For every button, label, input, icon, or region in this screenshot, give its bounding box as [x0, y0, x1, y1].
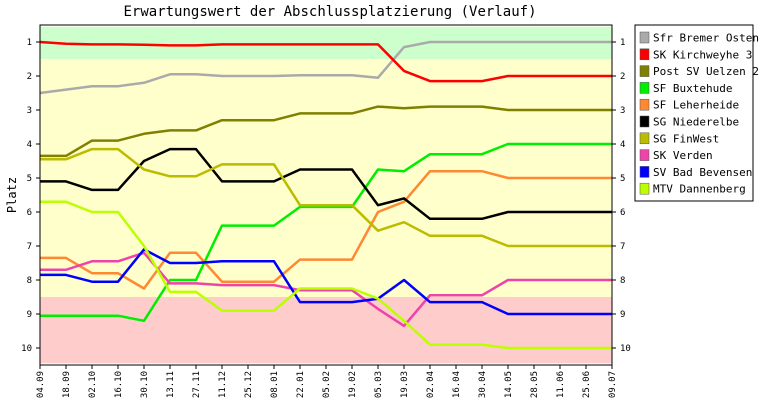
- legend-label-9: MTV Dannenberg: [653, 183, 746, 196]
- series-line-1: [39, 40, 612, 83]
- y-tick-label-right-10: 10: [620, 344, 631, 354]
- legend-swatch-7: [639, 149, 650, 161]
- x-tick-label-9: 08.01: [270, 371, 280, 398]
- legend-label-0: Sfr Bremer Osten: [653, 32, 759, 45]
- x-tick-label-8: 25.12: [244, 371, 254, 398]
- y-tick-label-left-2: 2: [27, 72, 32, 82]
- y-tick-label-left-10: 10: [21, 344, 32, 354]
- background-band-2: [40, 297, 612, 364]
- y-ticks-right: 1 2 3 4 5 6 7 8 9 10: [612, 38, 631, 354]
- x-tick-label-22: 09.07: [608, 371, 618, 398]
- legend-swatch-2: [639, 65, 650, 77]
- y-tick-label-left-6: 6: [27, 208, 32, 218]
- series-line-0: [39, 40, 612, 95]
- legend-swatch-0: [639, 31, 650, 44]
- legend-label-4: SF Leherheide: [653, 99, 739, 112]
- legend-label-1: SK Kirchweyhe 3: [653, 48, 752, 61]
- legend-swatch-4: [639, 98, 650, 111]
- y-tick-label-right-3: 3: [620, 106, 625, 116]
- x-tick-label-15: 02.04: [426, 371, 436, 398]
- x-tick-label-1: 18.09: [62, 371, 72, 398]
- y-tick-label-left-7: 7: [27, 242, 32, 252]
- x-tick-label-18: 14.05: [504, 371, 514, 398]
- x-tick-label-5: 13.11: [166, 371, 176, 398]
- legend-swatch-8: [639, 166, 650, 178]
- legend-swatch-6: [639, 132, 650, 145]
- x-tick-label-3: 16.10: [114, 371, 124, 398]
- legend-swatch-1: [639, 48, 650, 61]
- x-tick-label-17: 30.04: [478, 371, 488, 398]
- y-tick-label-right-5: 5: [620, 174, 625, 184]
- y-tick-label-right-1: 1: [620, 38, 625, 48]
- x-tick-label-16: 16.04: [452, 371, 462, 398]
- y-tick-label-right-6: 6: [620, 208, 625, 218]
- legend-label-5: SG Niederelbe: [653, 116, 739, 129]
- x-tick-label-14: 19.03: [400, 371, 410, 398]
- chart-title: Erwartungswert der Abschlussplatzierung …: [123, 4, 537, 20]
- series-lines: [39, 40, 612, 350]
- series-line-4: [40, 169, 612, 290]
- y-tick-label-right-9: 9: [620, 310, 625, 320]
- x-tick-label-19: 28.05: [530, 371, 540, 398]
- y-tick-label-left-3: 3: [27, 106, 32, 116]
- y-ticks-left: 1 2 3 4 5 6 7 8 9 10: [21, 38, 40, 354]
- legend-label-8: SV Bad Bevensen: [653, 166, 752, 179]
- x-tick-label-12: 19.02: [348, 371, 358, 398]
- series-line-5: [40, 147, 612, 221]
- x-tick-label-11: 05.02: [322, 371, 332, 398]
- y-tick-label-left-9: 9: [27, 310, 32, 320]
- legend: Sfr Bremer Osten SK Kirchweyhe 3 Post SV U…: [634, 24, 759, 202]
- x-tick-label-13: 05.03: [374, 371, 384, 398]
- y-tick-label-right-8: 8: [620, 276, 625, 286]
- x-tick-label-2: 02.10: [88, 371, 98, 398]
- x-tick-label-4: 30.10: [140, 371, 150, 398]
- legend-label-6: SG FinWest: [653, 132, 719, 145]
- x-tick-label-0: 04.09: [36, 371, 46, 398]
- x-tick-label-7: 11.12: [218, 371, 228, 398]
- series-line-7: [40, 251, 612, 328]
- background-bands: [40, 26, 612, 364]
- legend-label-7: SK Verden: [653, 149, 713, 162]
- x-tick-label-10: 22.01: [296, 371, 306, 398]
- series-line-3: [40, 142, 612, 323]
- y-tick-label-right-7: 7: [620, 242, 625, 252]
- legend-swatch-3: [639, 82, 650, 94]
- y-tick-label-left-5: 5: [27, 174, 32, 184]
- y-tick-label-left-1: 1: [27, 38, 32, 48]
- series-line-6: [40, 147, 612, 248]
- legend-label-2: Post SV Uelzen 2: [653, 65, 759, 78]
- y-tick-label-left-8: 8: [27, 276, 32, 286]
- series-line-9: [40, 200, 612, 350]
- x-tick-label-21: 25.06: [582, 371, 592, 398]
- x-tick-label-6: 27.11: [192, 371, 202, 398]
- legend-box: [634, 24, 754, 202]
- legend-label-3: SF Buxtehude: [653, 82, 732, 95]
- series-line-8: [40, 248, 612, 316]
- y-tick-label-right-4: 4: [620, 140, 625, 150]
- x-ticks: 04.09 18.09 02.10 16.10 30.10 13.11 27.11 11.12…: [36, 365, 618, 398]
- legend-swatch-9: [639, 182, 650, 195]
- x-tick-label-20: 11.06: [556, 371, 566, 398]
- y-tick-label-right-2: 2: [620, 72, 625, 82]
- legend-swatch-5: [639, 115, 650, 128]
- y-tick-label-left-4: 4: [27, 140, 32, 150]
- series-line-2: [40, 105, 612, 158]
